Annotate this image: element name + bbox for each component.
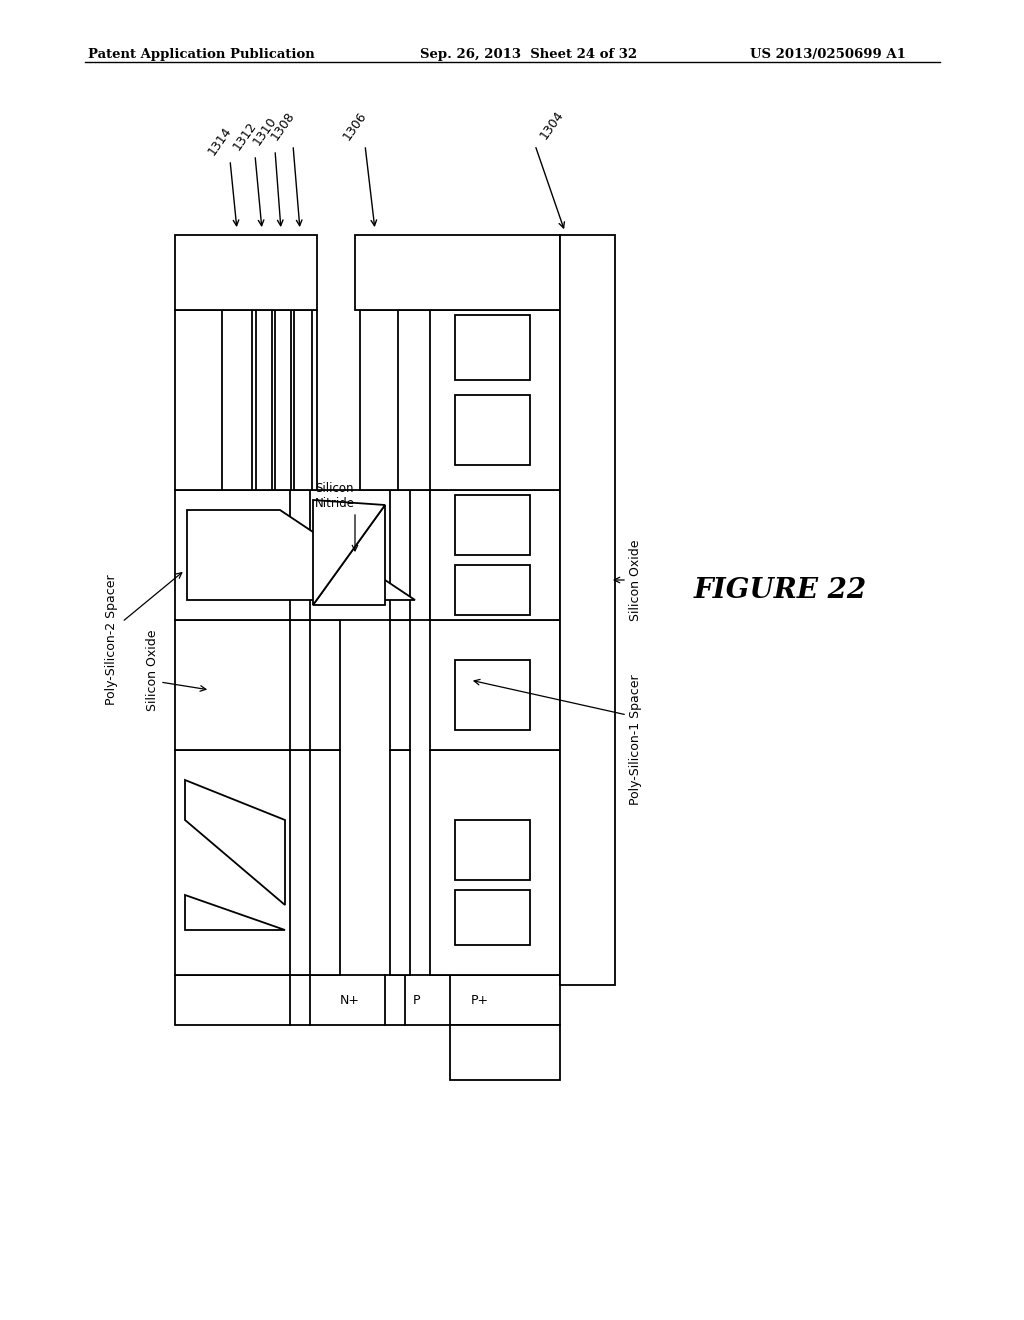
Bar: [175, 620, 340, 750]
Polygon shape: [187, 510, 415, 601]
Bar: [560, 235, 615, 985]
Bar: [455, 660, 530, 730]
Text: Silicon Oxide: Silicon Oxide: [145, 630, 159, 710]
Bar: [175, 975, 560, 1026]
Bar: [390, 620, 410, 750]
Bar: [430, 310, 560, 490]
Text: 1304: 1304: [537, 108, 566, 143]
Bar: [294, 310, 312, 490]
Bar: [360, 310, 540, 490]
Bar: [275, 310, 291, 490]
Text: 1308: 1308: [268, 110, 297, 143]
Text: Silicon
Nitride: Silicon Nitride: [315, 482, 355, 510]
Bar: [175, 490, 430, 620]
Bar: [430, 750, 560, 975]
Polygon shape: [185, 895, 285, 931]
Bar: [390, 490, 410, 620]
Bar: [390, 750, 410, 975]
Bar: [175, 750, 340, 975]
Bar: [175, 235, 317, 310]
Text: FIGURE 22: FIGURE 22: [693, 577, 866, 603]
Polygon shape: [313, 506, 385, 605]
Polygon shape: [185, 780, 285, 906]
Text: 1312: 1312: [230, 120, 259, 153]
Bar: [450, 1026, 560, 1080]
Text: US 2013/0250699 A1: US 2013/0250699 A1: [750, 48, 906, 61]
Text: 1314: 1314: [205, 125, 234, 158]
Bar: [430, 490, 560, 620]
Bar: [455, 565, 530, 615]
Text: 1310: 1310: [250, 115, 279, 148]
Bar: [222, 310, 252, 490]
Text: Silicon Oxide: Silicon Oxide: [629, 540, 642, 620]
Text: Patent Application Publication: Patent Application Publication: [88, 48, 314, 61]
Text: 1306: 1306: [340, 110, 369, 143]
Bar: [455, 315, 530, 380]
Polygon shape: [313, 500, 385, 605]
Text: P+: P+: [471, 994, 489, 1006]
Text: Sep. 26, 2013  Sheet 24 of 32: Sep. 26, 2013 Sheet 24 of 32: [420, 48, 637, 61]
Text: Poly-Silicon-1 Spacer: Poly-Silicon-1 Spacer: [629, 675, 642, 805]
Bar: [355, 235, 560, 310]
Bar: [175, 310, 317, 490]
Bar: [455, 820, 530, 880]
Bar: [430, 620, 560, 750]
Bar: [455, 395, 530, 465]
Text: N+: N+: [340, 994, 360, 1006]
Bar: [455, 890, 530, 945]
Bar: [455, 495, 530, 554]
Bar: [256, 310, 272, 490]
Text: Poly-Silicon-2 Spacer: Poly-Silicon-2 Spacer: [105, 574, 119, 705]
Text: P: P: [414, 994, 421, 1006]
